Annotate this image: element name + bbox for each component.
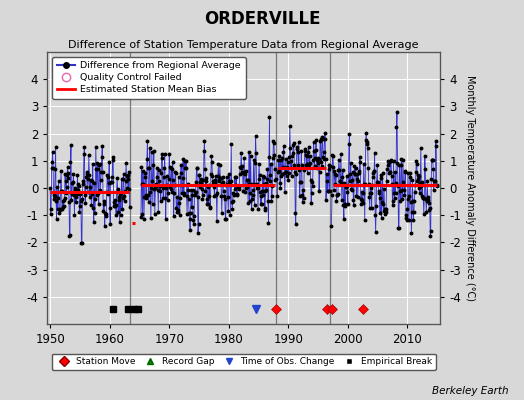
Legend: Station Move, Record Gap, Time of Obs. Change, Empirical Break: Station Move, Record Gap, Time of Obs. C… [52, 354, 435, 370]
Text: ORDERVILLE: ORDERVILLE [204, 10, 320, 28]
Title: Difference of Station Temperature Data from Regional Average: Difference of Station Temperature Data f… [69, 40, 419, 50]
Y-axis label: Monthly Temperature Anomaly Difference (°C): Monthly Temperature Anomaly Difference (… [465, 75, 475, 301]
Text: Berkeley Earth: Berkeley Earth [432, 386, 508, 396]
